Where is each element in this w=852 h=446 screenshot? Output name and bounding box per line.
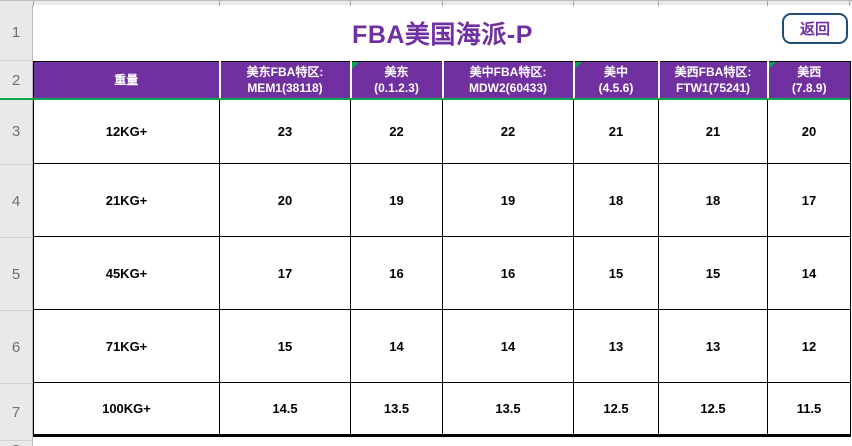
rate-cell[interactable]: 14 bbox=[350, 309, 443, 383]
rate-cell[interactable]: 15 bbox=[573, 236, 659, 310]
rate-cell[interactable]: 23 bbox=[219, 98, 351, 164]
column-divider bbox=[219, 1, 220, 6]
rate-cell[interactable]: 21 bbox=[573, 98, 659, 164]
rate-cell[interactable]: 12.5 bbox=[658, 382, 768, 436]
column-divider bbox=[767, 1, 768, 6]
table-row-100kg: 100KG+ 14.5 13.5 13.5 12.5 12.5 11.5 bbox=[33, 382, 851, 436]
weight-cell[interactable]: 21KG+ bbox=[33, 163, 220, 237]
header-cell-central-fba[interactable]: 美中FBA特区: MDW2(60433) bbox=[441, 61, 574, 99]
header-cell-weight[interactable]: 重量 bbox=[33, 61, 220, 99]
column-divider bbox=[33, 1, 34, 6]
column-divider bbox=[658, 1, 659, 6]
rate-cell[interactable]: 15 bbox=[658, 236, 768, 310]
column-divider bbox=[849, 1, 850, 6]
rate-cell[interactable]: 21 bbox=[658, 98, 768, 164]
rate-cell[interactable]: 20 bbox=[767, 98, 851, 164]
column-divider bbox=[442, 1, 443, 6]
header-cell-east-fba[interactable]: 美东FBA特区: MEM1(38118) bbox=[218, 61, 351, 99]
header-cell-central[interactable]: 美中 (4.5.6) bbox=[572, 61, 659, 99]
column-divider bbox=[573, 1, 574, 6]
rate-cell[interactable]: 16 bbox=[350, 236, 443, 310]
rate-cell[interactable]: 13 bbox=[573, 309, 659, 383]
rate-cell[interactable]: 22 bbox=[350, 98, 443, 164]
rate-cell[interactable]: 11.5 bbox=[767, 382, 851, 436]
table-row-45kg: 45KG+ 17 16 16 15 15 14 bbox=[33, 236, 851, 310]
rate-cell[interactable]: 14 bbox=[442, 309, 574, 383]
rate-cell[interactable]: 12.5 bbox=[573, 382, 659, 436]
row-number-1[interactable]: 1 bbox=[0, 5, 32, 61]
rate-cell[interactable]: 13.5 bbox=[350, 382, 443, 436]
row-number-8-partial[interactable]: 8 bbox=[0, 441, 32, 446]
row-number-gutter: 1 2 3 4 5 6 7 8 bbox=[0, 5, 33, 446]
rate-table: 重量 美东FBA特区: MEM1(38118) 美东 (0.1.2.3) 美中F… bbox=[33, 61, 851, 437]
rate-cell[interactable]: 20 bbox=[219, 163, 351, 237]
rate-cell[interactable]: 13 bbox=[658, 309, 768, 383]
table-row-12kg: 12KG+ 23 22 22 21 21 20 bbox=[33, 98, 851, 164]
column-header-strip bbox=[0, 0, 852, 6]
rate-cell[interactable]: 12 bbox=[767, 309, 851, 383]
header-cell-west[interactable]: 美西 (7.8.9) bbox=[766, 61, 851, 99]
rate-cell[interactable]: 19 bbox=[350, 163, 443, 237]
header-cell-east[interactable]: 美东 (0.1.2.3) bbox=[349, 61, 443, 99]
rate-cell[interactable]: 16 bbox=[442, 236, 574, 310]
row-number-2[interactable]: 2 bbox=[11, 71, 21, 89]
rate-cell[interactable]: 15 bbox=[219, 309, 351, 383]
table-row-71kg: 71KG+ 15 14 14 13 13 12 bbox=[33, 309, 851, 383]
row-number-5[interactable]: 5 bbox=[0, 238, 32, 311]
rate-cell[interactable]: 17 bbox=[767, 163, 851, 237]
rate-cell[interactable]: 18 bbox=[573, 163, 659, 237]
row-number-4[interactable]: 4 bbox=[0, 165, 32, 238]
header-row: 重量 美东FBA特区: MEM1(38118) 美东 (0.1.2.3) 美中F… bbox=[33, 61, 851, 99]
weight-cell[interactable]: 71KG+ bbox=[33, 309, 220, 383]
header-underline bbox=[0, 98, 850, 100]
rate-cell[interactable]: 13.5 bbox=[442, 382, 574, 436]
weight-cell[interactable]: 45KG+ bbox=[33, 236, 220, 310]
column-divider bbox=[350, 1, 351, 6]
rate-cell[interactable]: 14.5 bbox=[219, 382, 351, 436]
weight-cell[interactable]: 12KG+ bbox=[33, 98, 220, 164]
row-number-7[interactable]: 7 bbox=[0, 384, 32, 441]
rate-cell[interactable]: 22 bbox=[442, 98, 574, 164]
weight-cell[interactable]: 100KG+ bbox=[33, 382, 220, 436]
back-button[interactable]: 返回 bbox=[782, 13, 848, 44]
title-row: FBA美国海派-P bbox=[33, 5, 852, 61]
row-number-3[interactable]: 3 bbox=[0, 99, 32, 165]
rate-cell[interactable]: 17 bbox=[219, 236, 351, 310]
rate-cell[interactable]: 19 bbox=[442, 163, 574, 237]
table-row-21kg: 21KG+ 20 19 19 18 18 17 bbox=[33, 163, 851, 237]
row-number-6[interactable]: 6 bbox=[0, 311, 32, 384]
header-cell-west-fba[interactable]: 美西FBA特区: FTW1(75241) bbox=[657, 61, 768, 99]
page-title: FBA美国海派-P bbox=[352, 21, 533, 49]
rate-cell[interactable]: 18 bbox=[658, 163, 768, 237]
rate-cell[interactable]: 14 bbox=[767, 236, 851, 310]
